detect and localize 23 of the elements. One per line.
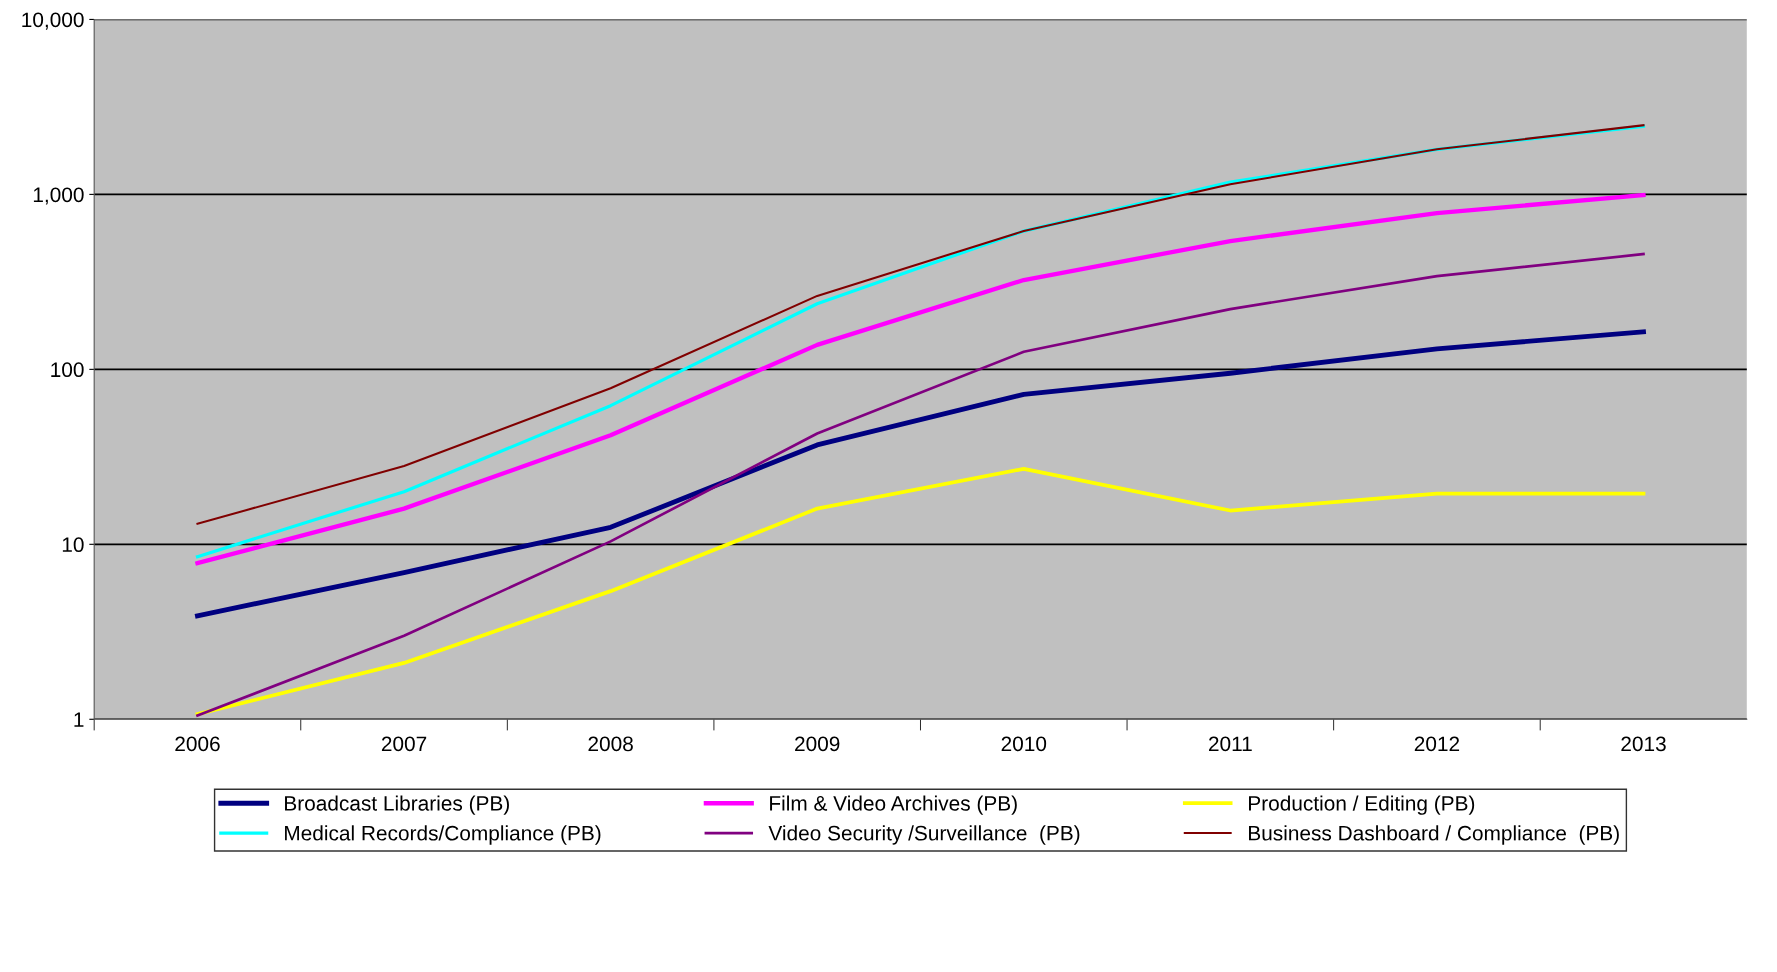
y-tick-label: 1,000 bbox=[33, 187, 84, 205]
y-tick-label: 10 bbox=[62, 537, 84, 553]
legend-label: Video Security /Surveillance (PB) bbox=[768, 825, 1080, 845]
legend-label: Broadcast Libraries (PB) bbox=[285, 795, 509, 815]
legend-label: Business Dashboard / Compliance (PB) bbox=[1249, 825, 1619, 845]
legend-label: Medical Records/Compliance (PB) bbox=[285, 825, 601, 845]
line-series bbox=[195, 193, 1646, 566]
y-tick-label: 1 bbox=[74, 712, 84, 727]
x-tick-label: 2010 bbox=[1001, 736, 1047, 752]
line-series bbox=[196, 252, 1645, 717]
legend-label: Production / Editing (PB) bbox=[1249, 795, 1475, 815]
x-tick-label: 2009 bbox=[795, 736, 840, 752]
x-tick-label: 2008 bbox=[588, 736, 633, 752]
x-tick-label: 2011 bbox=[1209, 736, 1252, 752]
x-tick-label: 2006 bbox=[175, 736, 220, 752]
x-tick-label: 2012 bbox=[1414, 736, 1460, 752]
x-tick-label: 2007 bbox=[381, 736, 427, 752]
x-tick-label: 2013 bbox=[1621, 736, 1666, 752]
legend-label: Film & Video Archives (PB) bbox=[770, 795, 1017, 815]
line-series bbox=[195, 329, 1646, 619]
y-tick-label: 10,000 bbox=[22, 12, 84, 30]
y-tick-label: 100 bbox=[51, 362, 84, 378]
line-series bbox=[195, 466, 1646, 717]
